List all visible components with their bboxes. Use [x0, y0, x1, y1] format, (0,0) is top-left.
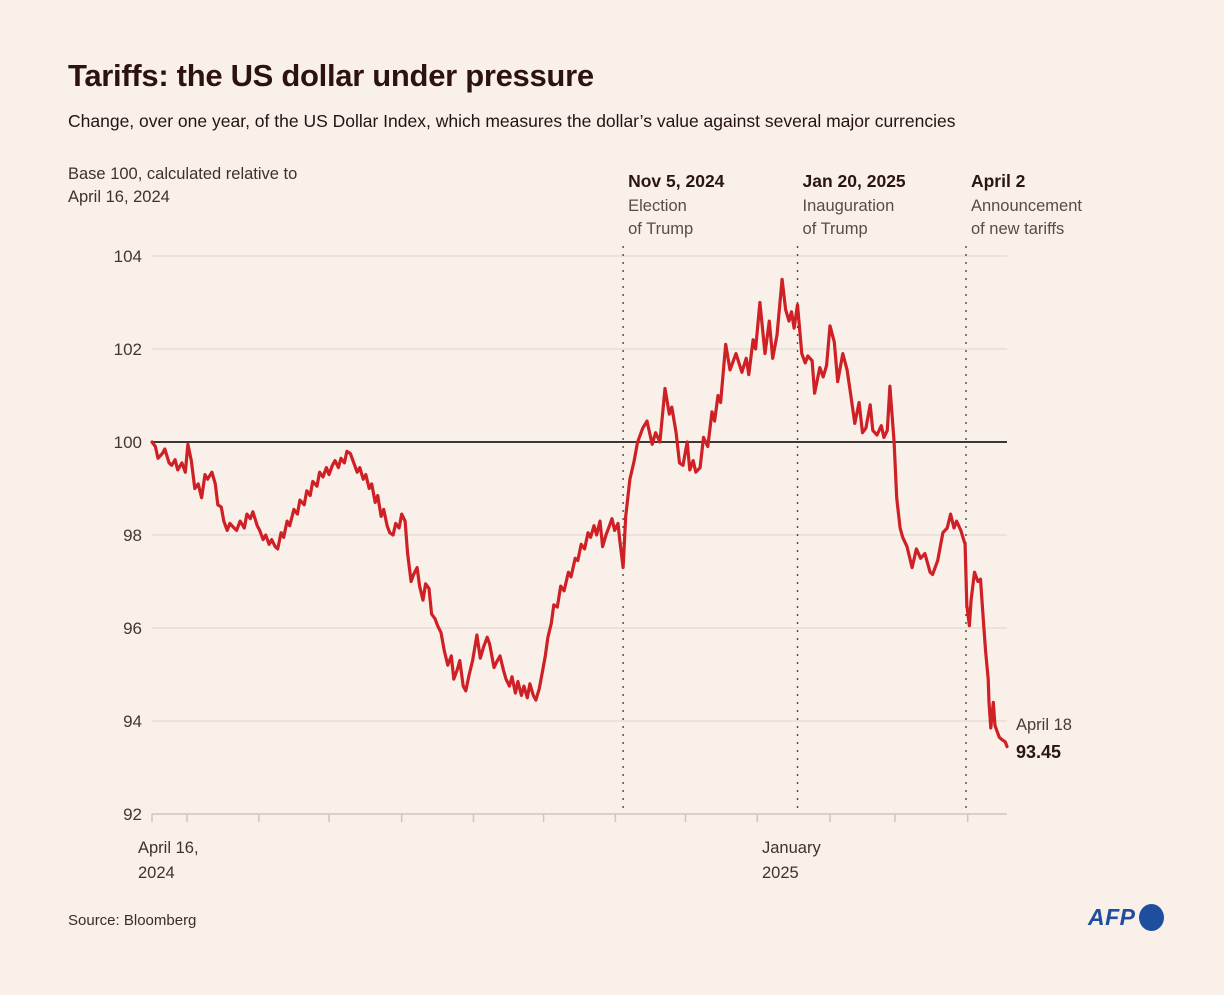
dollar-index-series-line	[150, 277, 1009, 749]
y-tick-label-100: 100	[114, 433, 142, 452]
annotation-election-date: Nov 5, 2024	[628, 171, 725, 191]
series-end-label: April 18 93.45	[1016, 714, 1072, 764]
annotation-tariffs-date: April 2	[970, 171, 1026, 191]
y-tick-label-102: 102	[114, 340, 142, 359]
gridlines	[152, 255, 1007, 815]
annotation-inauguration-desc: Inauguration of Trump	[802, 197, 895, 238]
end-label-value: 93.45	[1016, 742, 1062, 762]
y-tick-label-92: 92	[123, 805, 142, 824]
annotation-inauguration: Jan 20, 2025 Inauguration of Trump	[803, 170, 973, 241]
annotation-tariffs-desc: Announcement of new tariffs	[970, 197, 1082, 238]
base-100-note: Base 100, calculated relative to April 1…	[68, 165, 298, 206]
y-tick-label-98: 98	[123, 526, 142, 545]
y-tick-label-104: 104	[114, 247, 142, 266]
afp-logo-globe-icon	[1138, 904, 1164, 931]
annotation-election: Nov 5, 2024 Election of Trump	[628, 170, 798, 241]
annotation-election-desc: Election of Trump	[628, 197, 694, 238]
event-marker-lines	[622, 246, 967, 814]
afp-logo: AFP	[1088, 904, 1164, 931]
page-title: Tariffs: the US dollar under pressure	[68, 58, 594, 93]
end-label-date: April 18	[1016, 716, 1072, 734]
x-axis-month-ticks	[151, 814, 969, 822]
annotation-inauguration-date: Jan 20, 2025	[802, 171, 906, 191]
afp-logo-text: AFP	[1088, 904, 1136, 930]
annotation-tariffs: April 2 Announcement of new tariffs	[971, 170, 1141, 241]
x-axis-label-start: April 16, 2024	[138, 839, 199, 882]
source-credit: Source: Bloomberg	[68, 912, 197, 929]
page-subtitle: Change, over one year, of the US Dollar …	[68, 111, 956, 131]
y-tick-labels: 104 102 100 98 96 94 92	[114, 247, 142, 824]
x-axis-label-january: January 2025	[762, 839, 821, 882]
y-tick-label-94: 94	[123, 712, 142, 731]
y-tick-label-96: 96	[123, 619, 142, 638]
